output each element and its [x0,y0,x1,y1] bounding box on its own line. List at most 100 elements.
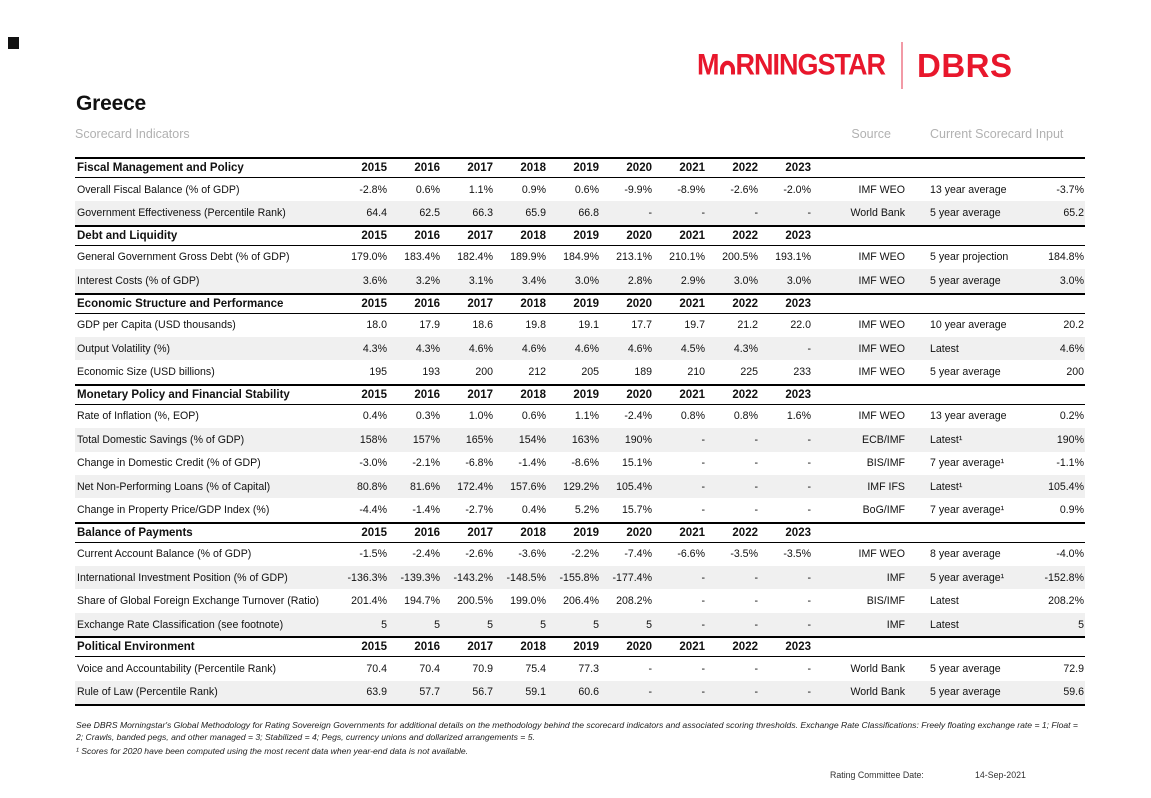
table-row: Rule of Law (Percentile Rank) 63.9 57.7 56.… [75,680,1085,705]
year-value: - [807,480,811,493]
year-header: 2017 [467,641,493,654]
input-value-cell: 0.9% [1059,503,1084,516]
year-value: 3.6% [362,274,387,287]
row-label: Rule of Law (Percentile Rank) [77,686,218,699]
year-value: 18.6 [472,319,493,332]
year-value: 0.8% [680,410,705,423]
year-value: 3.0% [786,274,811,287]
year-value: - [701,686,705,699]
year-value: 5 [646,618,652,631]
input-method-cell: Latest [930,342,959,355]
row-label: Economic Size (USD billions) [77,366,215,379]
input-method-cell: 7 year average¹ [930,503,1005,516]
year-header: 2020 [626,229,652,242]
year-value: -9.9% [624,183,652,196]
year-header: 2018 [520,388,546,401]
source-column-header: Source [851,127,891,141]
year-value: 15.1% [621,457,652,470]
year-value: 66.3 [472,207,493,220]
year-header: 2016 [414,297,440,310]
input-value-cell: 72.9 [1063,662,1084,675]
source-cell: ECB/IMF [862,433,905,446]
year-value: - [648,686,652,699]
year-value: 75.4 [525,662,546,675]
year-value: 200.5% [722,251,758,264]
year-value: -2.4% [624,410,652,423]
year-value: 163% [571,433,599,446]
year-value: 5.2% [574,503,599,516]
year-value: 225 [740,366,758,379]
year-value: 189 [634,366,652,379]
year-header: 2016 [414,526,440,539]
year-value: 212 [528,366,546,379]
row-label: Change in Property Price/GDP Index (%) [77,503,270,516]
source-cell: IMF WEO [858,274,906,287]
year-value: 1.6% [786,410,811,423]
year-value: 4.3% [415,342,440,355]
table-row: Current Account Balance (% of GDP) -1.5% -… [75,543,1085,566]
year-value: 200 [475,366,493,379]
year-value: 157% [412,433,440,446]
input-method-cell: 5 year projection [930,251,1009,264]
source-cell: IMF IFS [867,480,905,493]
year-header: 2016 [414,641,440,654]
year-header: 2019 [573,388,599,401]
year-header: 2020 [626,526,652,539]
footnote-methodology: See DBRS Morningstar's Global Methodolog… [76,720,1078,743]
morningstar-logo: M RNINGSTAR [697,49,886,82]
row-label: Interest Costs (% of GDP) [77,274,200,287]
year-header: 2019 [573,162,599,174]
table-row: Change in Property Price/GDP Index (%) -4… [75,498,1085,521]
year-value: 70.4 [366,662,387,675]
row-label: Net Non-Performing Loans (% of Capital) [77,480,271,493]
section-title: Political Environment [77,641,195,654]
year-value: 70.4 [419,662,440,675]
year-value: 193 [422,366,440,379]
year-header: 2022 [732,526,758,539]
year-value: -139.3% [400,571,440,584]
source-cell: World Bank [850,686,905,699]
year-value: -136.3% [347,571,387,584]
year-header: 2019 [573,229,599,242]
year-value: 105.4% [616,480,652,493]
year-value: -1.4% [518,457,546,470]
year-value: 66.8 [578,207,599,220]
year-value: - [807,662,811,675]
year-value: 0.9% [521,183,546,196]
input-method-cell: 8 year average [930,548,1001,561]
table-row: Overall Fiscal Balance (% of GDP) -2.8% 0.… [75,178,1085,201]
input-method-cell: 5 year average [930,662,1001,675]
year-value: 172.4% [457,480,493,493]
input-value-cell: 5 [1078,618,1084,631]
year-value: - [754,207,758,220]
year-value: 190% [624,433,652,446]
year-value: -3.5% [783,548,811,561]
year-value: 3.0% [733,274,758,287]
year-header: 2023 [785,162,811,174]
year-header: 2023 [785,526,811,539]
year-value: - [807,457,811,470]
input-value-cell: 184.8% [1048,251,1084,264]
section-header: Debt and Liquidity 2015 2016 2017 2018 2019 20… [75,224,1085,246]
dbrs-logo: DBRS [917,46,1013,84]
year-value: 5 [593,618,599,631]
input-value-cell: -1.1% [1056,457,1084,470]
source-cell: World Bank [850,207,905,220]
row-label: Current Account Balance (% of GDP) [77,548,252,561]
table-row: Change in Domestic Credit (% of GDP) -3.0… [75,452,1085,475]
year-header: 2017 [467,526,493,539]
year-value: 194.7% [404,595,440,608]
year-value: 65.9 [525,207,546,220]
input-method-cell: 13 year average [930,183,1007,196]
year-header: 2023 [785,297,811,310]
year-value: 59.1 [525,686,546,699]
input-method-cell: Latest [930,595,959,608]
input-method-cell: 13 year average [930,410,1007,423]
year-value: 15.7% [621,503,652,516]
year-header: 2021 [679,297,705,310]
input-value-cell: 208.2% [1048,595,1084,608]
year-value: 0.4% [521,503,546,516]
year-value: -1.5% [359,548,387,561]
year-value: -3.6% [518,548,546,561]
year-value: -3.0% [359,457,387,470]
